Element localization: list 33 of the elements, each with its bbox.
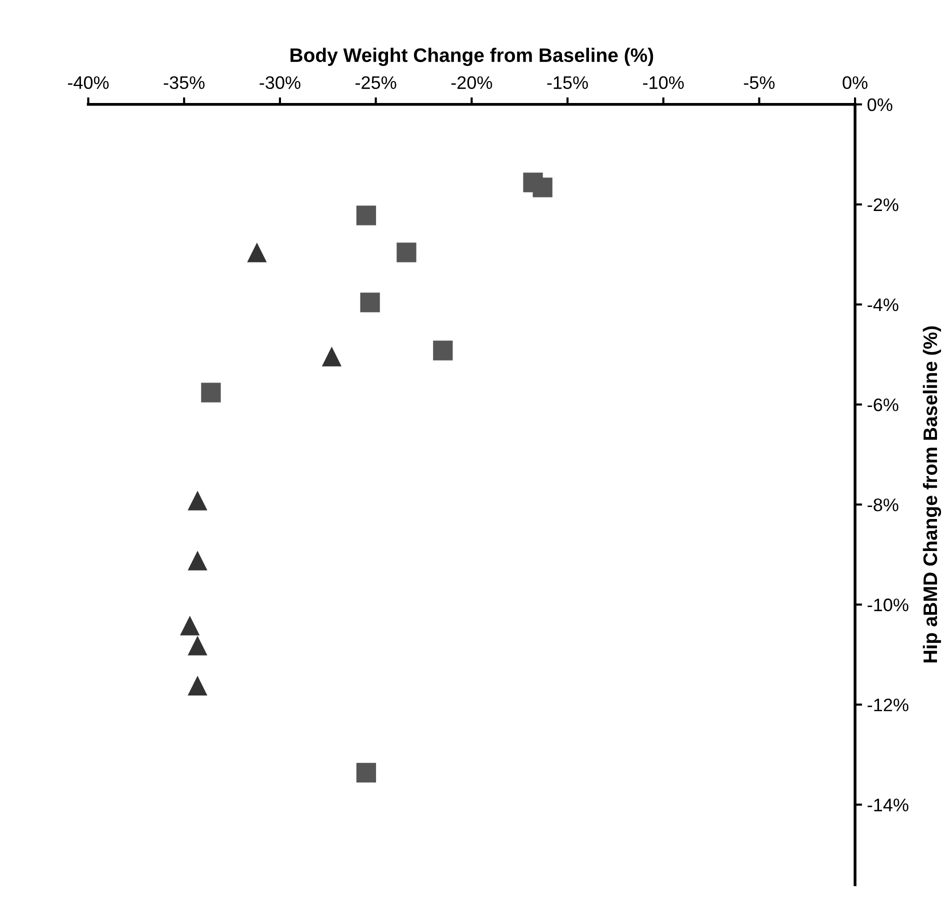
point: [180, 616, 200, 636]
point: [188, 490, 208, 510]
point: [201, 382, 221, 402]
y-tick-label: -14%: [868, 798, 908, 812]
x-tick-label: -5%: [744, 76, 775, 90]
x-tick-label: -10%: [643, 76, 684, 90]
point: [356, 762, 376, 782]
y-tick-label: -8%: [868, 498, 898, 512]
x-tick-label: 0%: [842, 76, 868, 90]
point: [356, 206, 376, 226]
y-tick-label: -2%: [868, 198, 898, 212]
point: [188, 676, 208, 696]
y-tick-label: -10%: [868, 598, 908, 612]
point: [360, 292, 380, 312]
point: [188, 636, 208, 656]
x-tick-label: -40%: [68, 76, 109, 90]
point: [532, 178, 552, 198]
y-tick-label: -4%: [868, 298, 898, 312]
point: [322, 346, 342, 366]
x-tick-label: -30%: [260, 76, 300, 90]
point: [188, 550, 208, 570]
point: [433, 340, 453, 360]
y-tick-label: -12%: [868, 698, 908, 712]
y-axis-title: Hip aBMD Change from Baseline (%): [922, 326, 942, 662]
point: [247, 242, 267, 262]
x-tick-label: -15%: [547, 76, 588, 90]
point: [396, 242, 416, 262]
y-tick-label: 0%: [868, 98, 892, 112]
x-tick-label: -20%: [451, 76, 492, 90]
x-axis-title: Body Weight Change from Baseline (%): [290, 48, 654, 66]
x-tick-label: -35%: [164, 76, 205, 90]
x-tick-label: -25%: [356, 76, 396, 90]
y-tick-label: -6%: [868, 398, 898, 412]
